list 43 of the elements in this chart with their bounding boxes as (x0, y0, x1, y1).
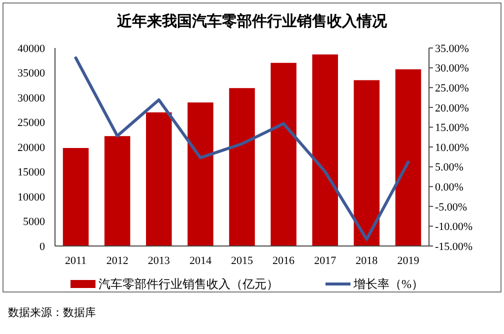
y-tick-label: 0 (40, 240, 46, 253)
bar (312, 54, 338, 246)
x-tick-label: 2011 (64, 255, 87, 267)
y2-tick-label: 0.00% (435, 181, 464, 194)
x-tick-label: 2017 (314, 255, 337, 267)
y-tick-label: 10000 (18, 191, 46, 204)
source-note: 数据来源：数据库 (8, 306, 96, 319)
x-tick-label: 2012 (106, 255, 128, 267)
y2-tick-label: -10.00% (435, 221, 473, 234)
x-tick-label: 2015 (231, 255, 254, 267)
x-tick-label: 2014 (189, 255, 212, 267)
y-tick-label: 35000 (18, 68, 46, 80)
bar (354, 80, 380, 246)
bar (146, 112, 172, 246)
x-tick-label: 2013 (148, 255, 170, 267)
y-tick-label: 25000 (18, 117, 46, 130)
y-tick-label: 40000 (18, 42, 46, 55)
y-tick-label: 20000 (18, 142, 46, 154)
bar (188, 102, 214, 246)
bar (229, 88, 255, 246)
y-tick-label: 5000 (23, 216, 46, 228)
y2-tick-label: 20.00% (435, 102, 469, 114)
y2-tick-label: 10.00% (435, 142, 469, 154)
y-tick-label: 15000 (18, 166, 46, 179)
y2-tick-label: -5.00% (435, 201, 468, 214)
bar (395, 69, 422, 246)
x-tick-label: 2019 (397, 255, 420, 267)
y2-tick-label: 15.00% (435, 122, 469, 134)
legend-label: 汽车零部件行业销售收入（亿元） (98, 277, 278, 292)
y2-tick-label: -15.00% (435, 240, 473, 253)
y2-tick-label: 30.00% (435, 62, 469, 75)
x-tick-label: 2018 (356, 255, 378, 267)
legend-label: 增长率（%） (352, 277, 424, 292)
y2-tick-label: 5.00% (435, 162, 464, 174)
x-tick-label: 2016 (272, 255, 296, 267)
chart-title: 近年来我国汽车零部件行业销售收入情况 (116, 12, 388, 30)
bar (270, 62, 296, 246)
bar (62, 148, 89, 246)
y2-tick-label: 25.00% (435, 82, 469, 94)
y2-tick-label: 35.00% (435, 42, 469, 55)
line-series (74, 56, 410, 241)
y-tick-label: 30000 (18, 92, 46, 104)
bar (104, 136, 130, 246)
